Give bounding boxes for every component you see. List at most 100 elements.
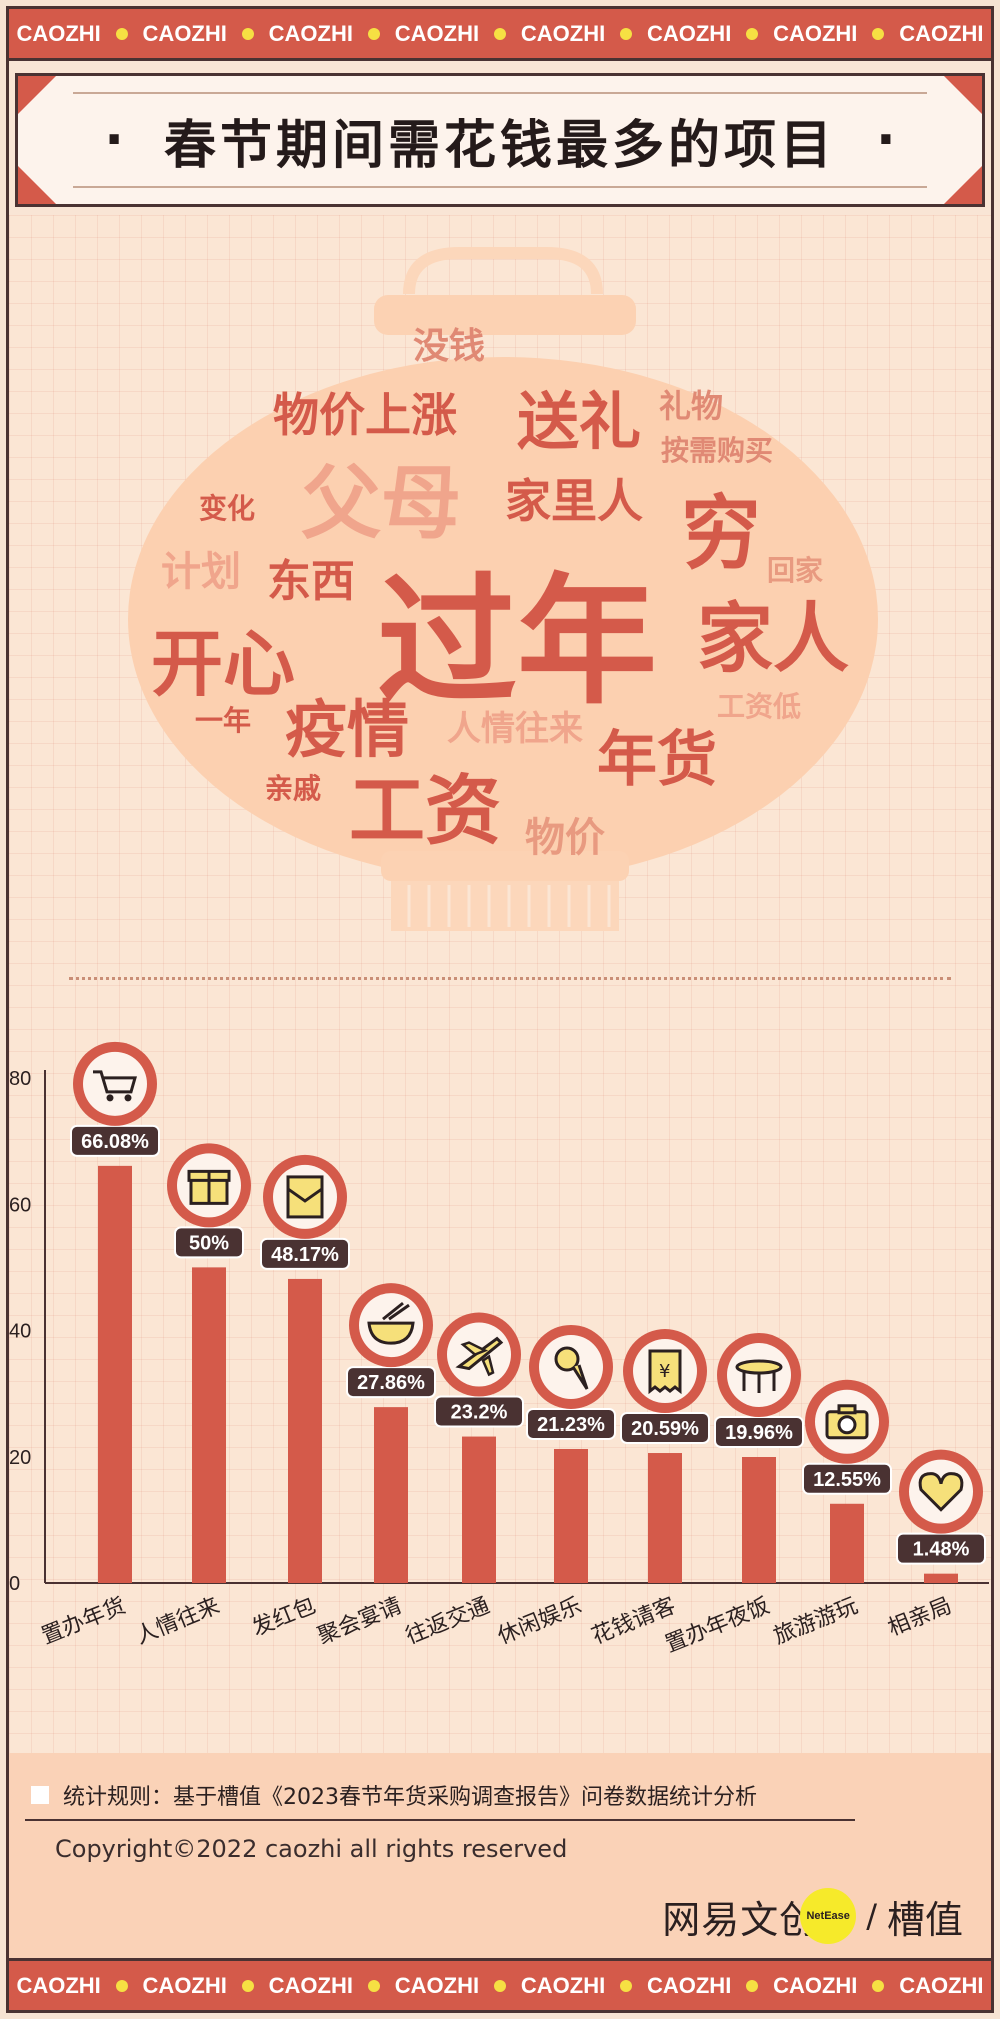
banner-text: CAOZHI — [773, 20, 858, 46]
bottom-banner: CAOZHI CAOZHI CAOZHI CAOZHI CAOZHI CAOZHI CAOZ… — [9, 1958, 991, 2010]
banner-dot-icon — [493, 1979, 506, 1992]
word-cloud-term: 家里人 — [505, 474, 643, 528]
banner-dot-icon — [746, 27, 759, 40]
title-rule — [73, 92, 927, 94]
word-cloud-term: 礼物 — [659, 387, 724, 425]
data-label: 12.55% — [813, 1469, 881, 1491]
icon-badge-inner — [83, 1051, 147, 1116]
logo-separator: / — [866, 1897, 877, 1935]
bar — [554, 1448, 588, 1583]
data-label: 19.96% — [725, 1422, 793, 1444]
data-label: 21.23% — [537, 1414, 605, 1436]
section-divider — [69, 977, 951, 980]
bowl-icon — [367, 1301, 415, 1345]
word-cloud-term: 没钱 — [413, 326, 486, 367]
data-label: 48.17% — [271, 1244, 339, 1266]
x-tick-label: 往返交通 — [402, 1593, 493, 1649]
lantern-handle — [403, 247, 603, 295]
banner-text: CAOZHI — [394, 1972, 480, 1998]
bar — [648, 1453, 682, 1583]
footer-note-text: 统计规则：基于槽值《2023春节年货采购调查报告》问卷数据统计分析 — [63, 1785, 757, 1810]
title-box: · 春节期间需花钱最多的项目 · — [15, 73, 985, 207]
bar — [288, 1278, 322, 1583]
x-tick-label: 置办年货 — [38, 1593, 129, 1649]
word-cloud-term: 人情往来 — [447, 709, 583, 749]
x-tick-label: 相亲局 — [885, 1593, 956, 1641]
banner-dot-icon — [872, 1979, 885, 1992]
y-tick-label: 80 — [9, 1068, 31, 1090]
word-cloud-term: 计划 — [161, 549, 241, 595]
word-cloud-term: 工资低 — [717, 690, 802, 723]
lantern-illustration — [128, 247, 878, 931]
footer-note: 统计规则：基于槽值《2023春节年货采购调查报告》问卷数据统计分析 — [31, 1779, 757, 1811]
footer-rule — [25, 1819, 855, 1821]
red-envelope-icon — [286, 1175, 324, 1219]
y-tick-label: 40 — [9, 1321, 31, 1343]
corner-decoration — [18, 166, 56, 204]
title-rule — [73, 186, 927, 188]
word-cloud-term: 按需购买 — [661, 434, 774, 467]
word-cloud-term: 年货 — [597, 725, 717, 795]
word-cloud-term: 工资 — [349, 766, 501, 855]
x-tick-label: 发红包 — [249, 1593, 320, 1641]
banner-text: CAOZHI — [899, 1972, 984, 1998]
data-label: 20.59% — [631, 1418, 699, 1440]
banner-dot-icon — [620, 1979, 633, 1992]
table-icon — [735, 1359, 783, 1394]
banner-text: CAOZHI — [142, 1972, 227, 1998]
banner-dot-icon — [493, 27, 506, 40]
y-tick-label: 60 — [9, 1194, 31, 1216]
banner-dot-icon — [115, 27, 128, 40]
word-cloud-term: 父母 — [301, 457, 461, 550]
corner-decoration — [944, 166, 982, 204]
word-cloud-term: 过年 — [377, 561, 658, 724]
banner-text: CAOZHI — [16, 1972, 101, 1998]
word-cloud-term: 物价 — [525, 815, 605, 861]
plane-icon — [455, 1336, 504, 1377]
x-tick-label: 休闲娱乐 — [494, 1593, 585, 1649]
data-label: 66.08% — [81, 1131, 149, 1153]
infographic-frame: CAOZHI CAOZHI CAOZHI CAOZHI CAOZHI CAOZHI CAOZ… — [6, 6, 994, 2013]
banner-text: CAOZHI — [268, 1972, 353, 1998]
bar — [374, 1407, 408, 1583]
banner-text: CAOZHI — [520, 1972, 606, 1998]
bar — [462, 1436, 496, 1583]
word-cloud-term: 一年 — [195, 704, 252, 737]
banner-text: CAOZHI — [899, 20, 984, 46]
word-cloud-term: 变化 — [199, 492, 256, 525]
bar — [830, 1503, 864, 1583]
netease-wenchuang-logo: 网易文创 — [662, 1897, 819, 1942]
netease-badge: NetEase — [800, 1888, 857, 1944]
banner-dot-icon — [115, 1979, 128, 1992]
bar — [192, 1267, 226, 1583]
gift-icon — [187, 1169, 231, 1205]
banner-text: CAOZHI — [646, 20, 732, 46]
bar — [98, 1165, 132, 1583]
word-cloud-term: 疫情 — [285, 693, 410, 766]
x-tick-label: 置办年夜饭 — [662, 1593, 773, 1657]
lantern-cap — [374, 295, 636, 335]
banner-dot-icon — [620, 27, 633, 40]
banner-text: CAOZHI — [646, 1972, 732, 1998]
banner-dot-icon — [241, 27, 254, 40]
title-dot: · — [104, 110, 124, 170]
corner-decoration — [944, 76, 982, 114]
banner-dot-icon — [367, 27, 380, 40]
word-cloud-term: 穷 — [681, 487, 761, 580]
bar — [924, 1573, 958, 1583]
banner-text: CAOZHI — [16, 20, 101, 46]
banner-dot-icon — [746, 1979, 759, 1992]
word-cloud-term: 回家 — [767, 554, 824, 587]
banner-text: CAOZHI — [142, 20, 227, 46]
word-cloud-term: 东西 — [267, 556, 355, 607]
x-tick-label: 人情往来 — [132, 1593, 223, 1649]
title-dot: · — [876, 110, 896, 170]
word-cloud-term: 家人 — [697, 594, 849, 683]
caozhi-logo: 槽值 — [886, 1897, 963, 1942]
heart-icon — [918, 1472, 964, 1512]
y-tick-label: 0 — [9, 1573, 20, 1595]
x-tick-label: 旅游游玩 — [770, 1593, 861, 1649]
camera-icon — [825, 1404, 869, 1440]
brand-logos: 网易文创 NetEase / 槽值 — [662, 1888, 963, 1944]
footer: 统计规则：基于槽值《2023春节年货采购调查报告》问卷数据统计分析 Copyri… — [9, 1753, 991, 1958]
